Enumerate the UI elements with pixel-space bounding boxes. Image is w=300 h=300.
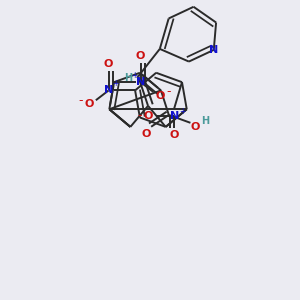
Text: O: O [190, 122, 200, 132]
Text: H: H [201, 116, 209, 126]
Text: N: N [209, 45, 218, 55]
Text: O: O [169, 130, 179, 140]
Text: +: + [112, 79, 119, 88]
Text: N: N [169, 110, 179, 121]
Text: +: + [179, 107, 185, 116]
Text: O: O [155, 91, 165, 101]
Text: O: O [144, 110, 153, 121]
Text: O: O [84, 99, 94, 109]
Text: +: + [131, 71, 138, 80]
Text: N: N [104, 85, 113, 95]
Text: -: - [78, 94, 82, 107]
Text: O: O [104, 59, 113, 69]
Text: N: N [136, 77, 145, 87]
Text: -: - [137, 109, 142, 122]
Text: O: O [142, 129, 151, 139]
Text: -: - [167, 85, 171, 98]
Text: O: O [136, 51, 145, 61]
Text: H: H [124, 74, 133, 83]
